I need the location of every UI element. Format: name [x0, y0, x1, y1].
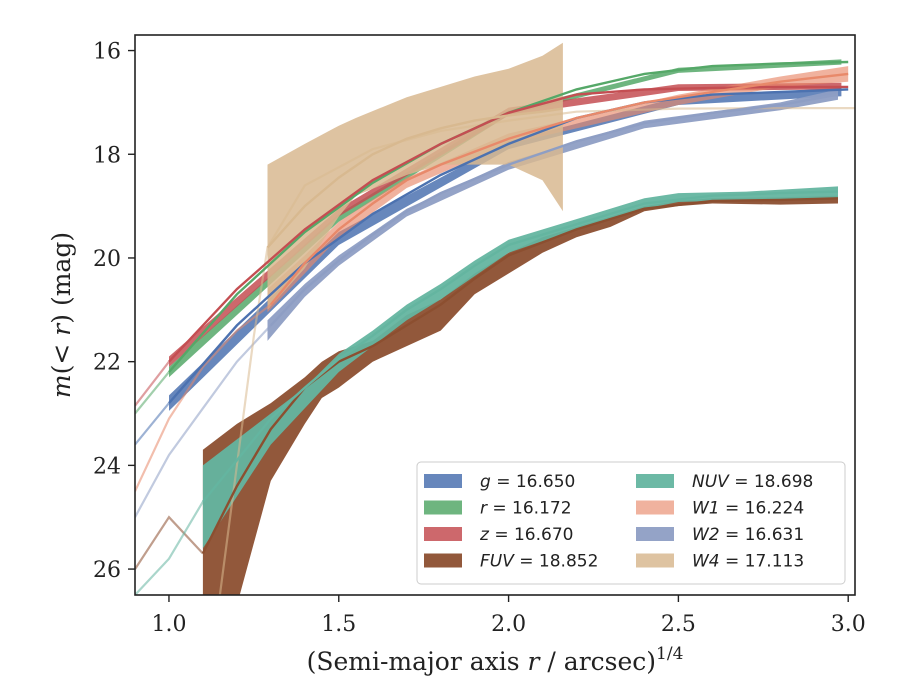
series-nuv-line — [201, 190, 839, 503]
legend-entry-w1: W1 = 16.224 — [692, 499, 804, 519]
x-tick-label: 1.5 — [321, 612, 356, 637]
series-w1-line — [269, 72, 849, 306]
legend-swatch-z — [424, 527, 462, 541]
x-axis-label: (Semi-major axis r / arcsec)1/4 — [307, 644, 684, 676]
plot-frame — [134, 34, 856, 596]
legend-entry-z: z = 16.670 — [479, 525, 573, 545]
series-g-extension — [135, 402, 170, 446]
legend-swatch-w2 — [636, 527, 674, 541]
legend-entry-fuv: FUV = 18.852 — [480, 552, 598, 572]
x-tick-label: 3.0 — [831, 612, 866, 637]
series-fuv-extension — [135, 515, 204, 570]
legend-entry-w2: W2 = 16.631 — [692, 525, 804, 545]
legend-entry-g: g = 16.650 — [480, 472, 575, 492]
y-tick-label: 16 — [93, 40, 121, 65]
y-tick-label: 18 — [93, 143, 121, 168]
series-fuv-line — [201, 197, 839, 555]
x-tick-label: 2.0 — [491, 612, 526, 637]
y-tick-label: 26 — [93, 558, 121, 583]
y-tick-label: 22 — [93, 351, 121, 376]
x-tick-label: 1.0 — [151, 612, 186, 637]
legend-swatch-g — [424, 474, 462, 488]
legend-entry-r: r = 16.172 — [480, 499, 572, 519]
ticks-layer: 1.0 1.5 2.0 2.5 3.0 16 18 20 22 24 26 — [93, 40, 866, 637]
legend-swatch-w4 — [636, 553, 674, 568]
legend-box — [416, 461, 846, 585]
lines-layer — [135, 60, 855, 595]
series-w2-extension — [135, 324, 272, 518]
series-nuv-extension — [135, 501, 204, 595]
series-w4-band — [267, 42, 563, 310]
legend-swatch-r — [424, 500, 462, 515]
series-w1-extension — [135, 303, 272, 492]
y-axis-label: m(< r) (mag) — [47, 232, 76, 398]
legend: g = 16.650 r = 16.172 z = 16.670 FUV = 18.8… — [416, 461, 846, 585]
legend-swatch-fuv — [424, 553, 462, 568]
series-w2-line — [269, 93, 839, 327]
y-tick-label: 24 — [93, 454, 121, 479]
legend-entry-w4: W4 = 17.113 — [692, 552, 804, 572]
series-g-line — [168, 88, 849, 404]
series-z-extension — [135, 361, 170, 407]
legend-swatch-w1 — [636, 500, 674, 515]
legend-entry-nuv: NUV = 18.698 — [692, 472, 813, 492]
y-tick-label: 20 — [93, 247, 121, 272]
x-tick-label: 2.5 — [661, 612, 696, 637]
series-w4-line — [266, 107, 564, 249]
legend-swatch-nuv — [636, 474, 674, 488]
series-r-extension — [135, 371, 170, 415]
